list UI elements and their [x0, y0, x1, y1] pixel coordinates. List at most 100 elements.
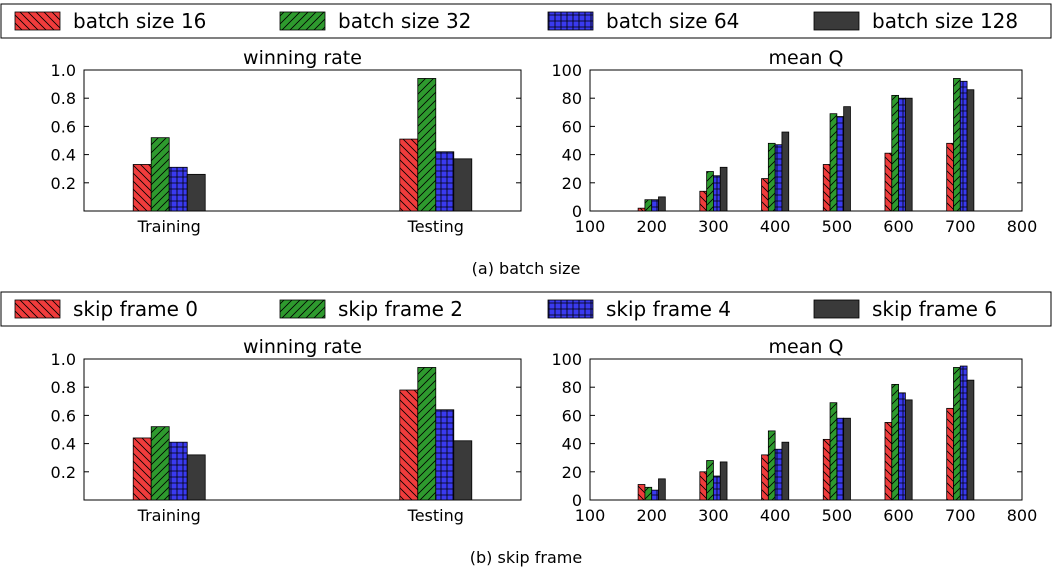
y-tick-label: 1.0 [51, 61, 76, 80]
legend-a: batch size 16 batch size 32 batch size 64 b… [0, 3, 1052, 39]
bar-700-s4 [966, 379, 975, 501]
y-tick-label: 0.8 [51, 378, 76, 397]
chart-a-winning-rate: winning rate 0.2 0.4 0.6 0.8 1.0 Training Testi… [51, 47, 522, 236]
chart-a-mean-q: mean Q 0 20 40 60 80 100 100 200 300 400 500 600 700 8… [551, 47, 1037, 236]
x-tick-label: Testing [407, 217, 464, 236]
legend-label-3: batch size 64 [606, 9, 739, 33]
bar-700-s4 [966, 89, 975, 212]
legend-label-4: skip frame 6 [872, 297, 997, 321]
y-tick-label: 0.6 [51, 406, 76, 425]
y-tick-label: 40 [562, 146, 582, 165]
x-tick-label: 100 [575, 217, 606, 236]
x-tick-label: 800 [1007, 217, 1038, 236]
bar-training-s3-hatch [169, 442, 188, 500]
y-tick-label: 20 [562, 174, 582, 193]
chart-b-mean-q: mean Q 0 20 40 60 80 100 100 200 300 400 500 600 700 8… [551, 336, 1037, 525]
bar-testing-s3-hatch [435, 151, 454, 211]
bar-200-s4 [658, 196, 666, 212]
legend-label-1: skip frame 0 [73, 297, 198, 321]
legend-swatch-3-hatch [548, 300, 593, 318]
legend-b: skip frame 0 skip frame 2 skip frame 4 skip… [0, 291, 1052, 327]
chart-title: mean Q [769, 47, 844, 69]
x-tick-label: 500 [822, 217, 853, 236]
x-tick-label: 100 [575, 506, 606, 525]
x-tick-label: 600 [883, 217, 914, 236]
bar-testing-s2-hatch [417, 367, 436, 500]
legend-label-3: skip frame 4 [606, 297, 731, 321]
bar-200-s1-hatch [638, 208, 645, 211]
plot-frame [83, 358, 522, 501]
bar-600-s2-hatch [891, 95, 899, 211]
bar-training-s1-hatch [133, 164, 152, 211]
bar-400-s3-hatch [775, 449, 782, 500]
x-tick-label: 500 [822, 506, 853, 525]
bar-400-s1-hatch [761, 178, 769, 211]
bar-training-s1-hatch [133, 437, 152, 500]
caption-b: (b) skip frame [470, 548, 582, 567]
y-tick-label: 40 [562, 435, 582, 454]
legend-label-2: skip frame 2 [338, 297, 463, 321]
plot-frame [589, 69, 1023, 212]
chart-title: winning rate [243, 336, 362, 358]
y-tick-label: 100 [551, 61, 582, 80]
x-tick-label: 700 [945, 217, 976, 236]
bar-600-s1-hatch [884, 422, 892, 500]
x-tick-label: Testing [407, 506, 464, 525]
bar-600-s4 [904, 97, 913, 212]
bar-400-s2-hatch [768, 143, 776, 211]
y-tick-label: 60 [562, 117, 582, 136]
bar-200-s3-hatch [651, 490, 659, 500]
legend-swatch-2-hatch [280, 300, 325, 318]
bar-testing-s3-hatch [435, 409, 454, 500]
bar-300-s2-hatch [706, 171, 714, 211]
bar-testing-s1-hatch [399, 139, 418, 211]
bar-300-s1-hatch [699, 471, 707, 500]
bar-600-s3-hatch [898, 98, 906, 211]
legend-label-1: batch size 16 [73, 9, 206, 33]
bar-300-s2-hatch [706, 460, 714, 500]
y-tick-label: 0.2 [51, 174, 76, 193]
plot-frame [589, 358, 1023, 501]
legend-label-4: batch size 128 [872, 9, 1018, 33]
legend-swatch-4 [813, 11, 860, 31]
bar-600-s3-hatch [898, 392, 906, 500]
legend-swatch-1-hatch [15, 300, 60, 318]
x-tick-label: Training [137, 506, 201, 525]
legend-frame [0, 3, 1052, 39]
legend-swatch-2-hatch [280, 12, 325, 30]
x-tick-label: 800 [1007, 506, 1038, 525]
bar-200-s3-hatch [651, 199, 659, 211]
bar-training-s4 [186, 173, 206, 212]
bar-600-s4 [904, 399, 913, 501]
bar-500-s2-hatch [830, 113, 837, 211]
chart-title: winning rate [243, 47, 362, 69]
bar-training-s2-hatch [151, 426, 170, 500]
bar-700-s2-hatch [953, 367, 961, 500]
bar-300-s1-hatch [699, 191, 707, 211]
x-tick-label: 400 [760, 506, 791, 525]
x-tick-label: 300 [698, 217, 729, 236]
x-tick-label: 200 [636, 217, 667, 236]
bar-200-s2-hatch [644, 199, 652, 211]
legend-swatch-1-hatch [15, 12, 60, 30]
y-tick-label: 100 [551, 350, 582, 369]
legend-swatch-4 [813, 299, 860, 319]
bar-300-s4 [719, 166, 728, 212]
bar-400-s1-hatch [761, 454, 769, 500]
bar-600-s2-hatch [891, 384, 899, 500]
x-tick-label: 400 [760, 217, 791, 236]
bar-700-s1-hatch [946, 143, 954, 211]
y-tick-label: 80 [562, 378, 582, 397]
bar-500-s3-hatch [836, 418, 844, 500]
x-tick-label: Training [137, 217, 201, 236]
bar-200-s1-hatch [638, 484, 645, 500]
bar-training-s3-hatch [169, 167, 188, 211]
x-tick-label: 200 [636, 506, 667, 525]
y-tick-label: 80 [562, 89, 582, 108]
bar-300-s4 [719, 461, 728, 501]
bar-200-s4 [658, 478, 666, 501]
legend-swatch-3-hatch [548, 12, 593, 30]
bar-700-s2-hatch [953, 78, 961, 212]
bar-500-s1-hatch [823, 164, 831, 211]
y-tick-label: 0.8 [51, 89, 76, 108]
